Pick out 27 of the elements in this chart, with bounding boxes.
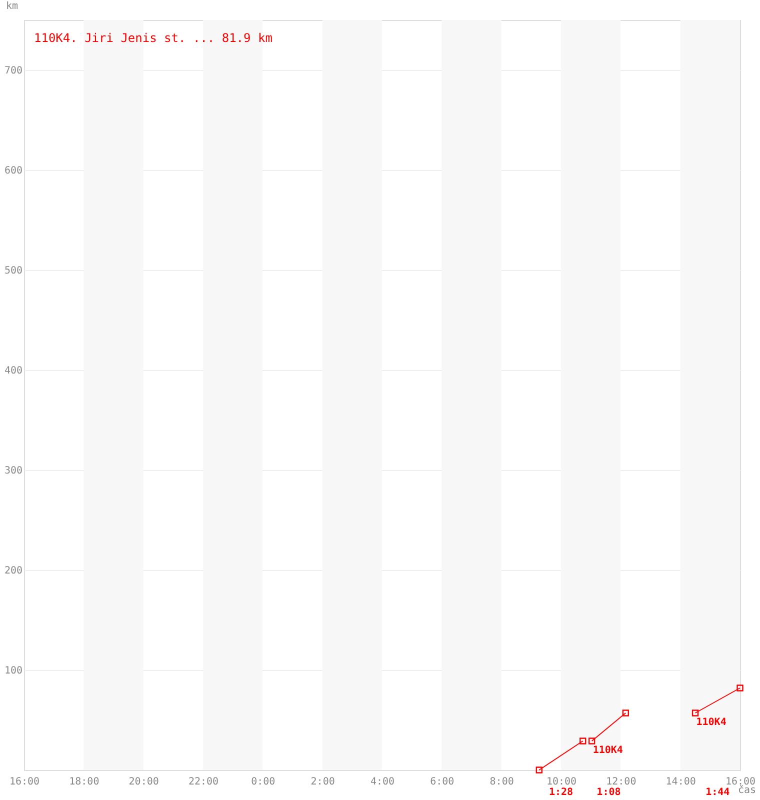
x-tick-label: 0:00 <box>251 776 276 788</box>
x-tick-label: 8:00 <box>490 776 514 788</box>
y-tick-label: 100 <box>4 666 22 676</box>
text: 110K4. Jiri Jenis st. ... 81.9 km <box>34 31 272 45</box>
x-axis-title: čas <box>738 785 756 796</box>
y-tick-label: 600 <box>4 166 22 176</box>
y-tick-label: 300 <box>4 466 22 476</box>
y-tick-label: 200 <box>4 566 22 576</box>
y-tick-label: 700 <box>4 66 22 76</box>
annotation: 110K4 <box>592 745 623 756</box>
annotation: 110K4 <box>696 717 726 728</box>
x-tick-label: 2:00 <box>310 776 335 788</box>
x-tick-label: 12:00 <box>606 776 636 788</box>
text: 1:08 <box>596 787 621 798</box>
x-tick-label: 14:00 <box>666 776 696 788</box>
y-axis-title: km <box>6 1 18 12</box>
x-tick-label: 18:00 <box>69 776 100 788</box>
x-tick-label: 16:00 <box>9 776 40 788</box>
text: 1:28 <box>548 787 574 798</box>
y-tick-label: 500 <box>4 266 22 276</box>
x-tick-label: 6:00 <box>430 776 454 788</box>
x-tick-label: 22:00 <box>188 776 219 788</box>
x-tick-label: 20:00 <box>128 776 159 788</box>
text: 1:44 <box>706 787 730 798</box>
y-tick-label: 400 <box>4 366 22 376</box>
x-tick-label: 10:00 <box>546 776 577 788</box>
x-tick-label: 4:00 <box>370 776 395 788</box>
